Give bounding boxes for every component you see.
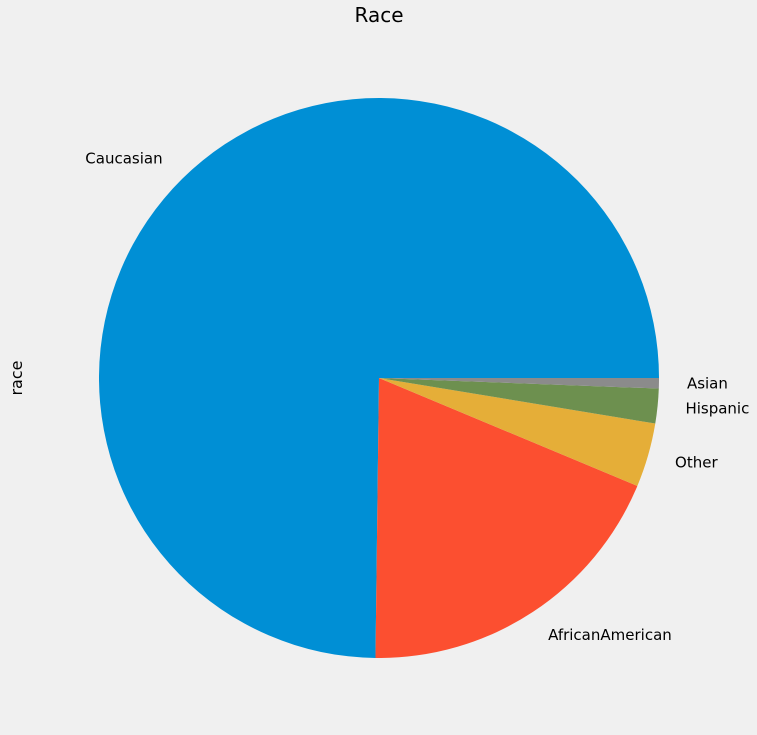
pie-label-other: Other — [675, 453, 718, 471]
pie-slice-caucasian — [98, 98, 659, 658]
pie-slice-asian — [379, 378, 659, 389]
pie-labels: Caucasian AfricanAmerican Other Hispanic Asi… — [85, 149, 749, 644]
pie-label-hispanic: Hispanic — [685, 399, 749, 417]
pie-slice-other — [379, 378, 656, 486]
pie-label-asian: Asian — [687, 374, 728, 392]
pie-slices — [98, 98, 659, 658]
pie-label-africanamerican: AfricanAmerican — [548, 626, 672, 644]
chart-title: Race — [354, 3, 403, 27]
y-axis-label: race — [7, 360, 26, 395]
pie-label-caucasian: Caucasian — [85, 149, 162, 167]
pie-slice-africanamerican — [375, 378, 638, 658]
pie-slice-hispanic — [379, 378, 659, 424]
